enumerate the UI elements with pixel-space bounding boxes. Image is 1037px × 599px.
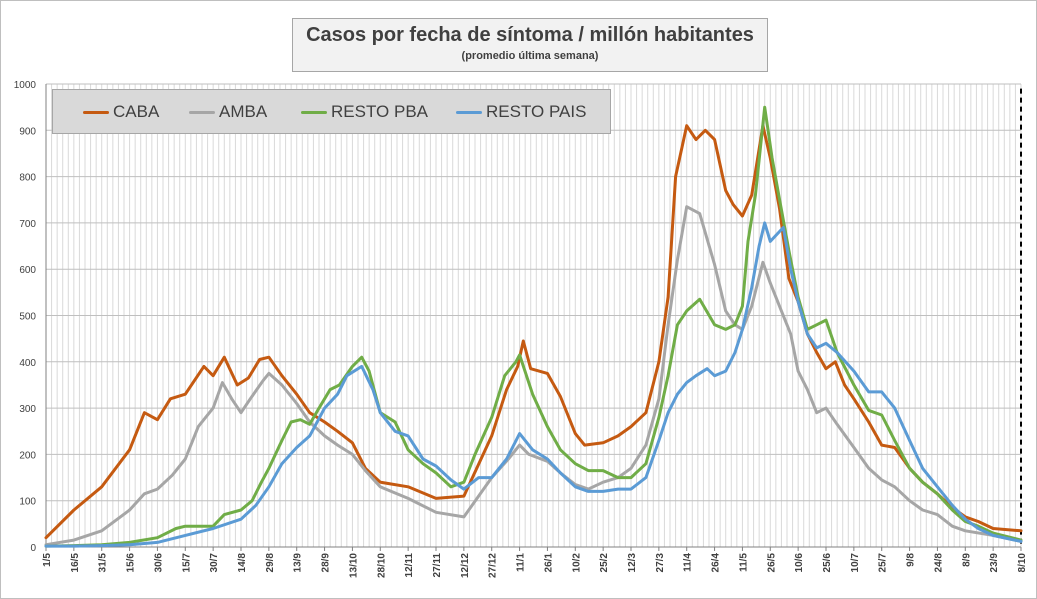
x-tick-label: 8/9 bbox=[961, 553, 972, 567]
x-tick-label: 11/4 bbox=[683, 553, 694, 572]
x-tick-labels: 1/5 16/5 31/5 15/6 30/6 15/7 30/7 14/8 29/8 13/9 2… bbox=[42, 547, 1028, 578]
x-tick-label: 11/1 bbox=[516, 553, 527, 572]
series-line-resto-pais bbox=[44, 221, 1023, 548]
x-tick-label: 15/6 bbox=[126, 553, 137, 573]
x-tick-label: 26/4 bbox=[711, 553, 722, 573]
legend-label-resto-pais: RESTO PAIS bbox=[486, 102, 587, 121]
x-tick-label: 10/2 bbox=[571, 553, 582, 573]
horizontal-gridlines bbox=[46, 83, 1021, 548]
y-tick-label: 400 bbox=[19, 358, 36, 369]
x-tick-label: 10/6 bbox=[794, 553, 805, 573]
x-tick-label: 28/10 bbox=[376, 553, 387, 578]
y-tick-label: 0 bbox=[30, 543, 36, 554]
x-tick-label: 12/12 bbox=[460, 553, 471, 578]
x-tick-label: 25/7 bbox=[878, 553, 889, 573]
legend-item-resto-pba: RESTO PBA bbox=[301, 102, 428, 122]
series-line-amba bbox=[44, 205, 1023, 547]
y-tick-label: 700 bbox=[19, 219, 36, 230]
x-tick-label: 31/5 bbox=[98, 553, 109, 573]
chart-title: Casos por fecha de síntoma / millón habi… bbox=[306, 24, 754, 46]
y-tick-label: 1000 bbox=[14, 80, 37, 91]
x-tick-label: 11/5 bbox=[738, 553, 749, 572]
x-tick-label: 26/1 bbox=[543, 553, 554, 573]
series-line-caba bbox=[44, 124, 1023, 540]
series-line-resto-pba bbox=[44, 105, 1023, 548]
x-tick-label: 16/5 bbox=[70, 553, 81, 573]
x-tick-label: 23/9 bbox=[989, 553, 1000, 573]
x-tick-label: 27/11 bbox=[432, 553, 443, 578]
x-tick-label: 25/2 bbox=[599, 553, 610, 573]
x-tick-label: 12/11 bbox=[404, 553, 415, 578]
x-tick-label: 27/12 bbox=[488, 553, 499, 578]
x-tick-label: 15/7 bbox=[181, 553, 192, 573]
x-tick-label: 12/3 bbox=[627, 553, 638, 573]
x-tick-label: 27/3 bbox=[655, 553, 666, 573]
legend-item-caba: CABA bbox=[83, 102, 159, 122]
x-tick-label: 14/8 bbox=[237, 553, 248, 573]
y-tick-labels: 0 100 200 300 400 500 600 700 800 900 1000 bbox=[14, 80, 37, 554]
y-tick-label: 200 bbox=[19, 450, 36, 461]
legend-label-amba: AMBA bbox=[219, 102, 268, 121]
x-tick-label: 25/6 bbox=[822, 553, 833, 573]
y-tick-label: 900 bbox=[19, 126, 36, 137]
legend-swatch-resto-pba bbox=[301, 110, 327, 114]
x-tick-label: 24/8 bbox=[933, 553, 944, 573]
x-tick-label: 10/7 bbox=[850, 553, 861, 573]
legend-label-caba: CABA bbox=[113, 102, 160, 121]
chart-subtitle: (promedio última semana) bbox=[461, 50, 599, 62]
y-tick-label: 500 bbox=[19, 312, 36, 323]
x-tick-label: 8/10 bbox=[1017, 553, 1028, 573]
y-tick-label: 800 bbox=[19, 173, 36, 184]
y-tick-label: 100 bbox=[19, 497, 36, 508]
legend-item-resto-pais: RESTO PAIS bbox=[456, 102, 586, 122]
legend: CABA AMBA RESTO PBA RESTO PAIS bbox=[52, 89, 611, 134]
legend-item-amba: AMBA bbox=[189, 102, 267, 122]
x-tick-label: 1/5 bbox=[42, 553, 53, 567]
x-tick-label: 29/8 bbox=[265, 553, 276, 573]
x-tick-label: 13/9 bbox=[293, 553, 304, 573]
x-tick-label: 26/5 bbox=[766, 553, 777, 573]
legend-swatch-caba bbox=[83, 110, 109, 114]
axes bbox=[45, 84, 1021, 548]
legend-label-resto-pba: RESTO PBA bbox=[331, 102, 428, 121]
x-tick-label: 30/6 bbox=[153, 553, 164, 573]
y-tick-label: 300 bbox=[19, 404, 36, 415]
x-tick-label: 13/10 bbox=[348, 553, 359, 578]
legend-swatch-resto-pais bbox=[456, 110, 482, 114]
series-lines bbox=[44, 105, 1023, 548]
legend-swatch-amba bbox=[189, 110, 215, 114]
y-tick-label: 600 bbox=[19, 265, 36, 276]
x-tick-label: 30/7 bbox=[209, 553, 220, 573]
x-tick-label: 28/9 bbox=[321, 553, 332, 573]
title-box: Casos por fecha de síntoma / millón habi… bbox=[292, 18, 768, 72]
x-tick-label: 9/8 bbox=[906, 553, 917, 567]
